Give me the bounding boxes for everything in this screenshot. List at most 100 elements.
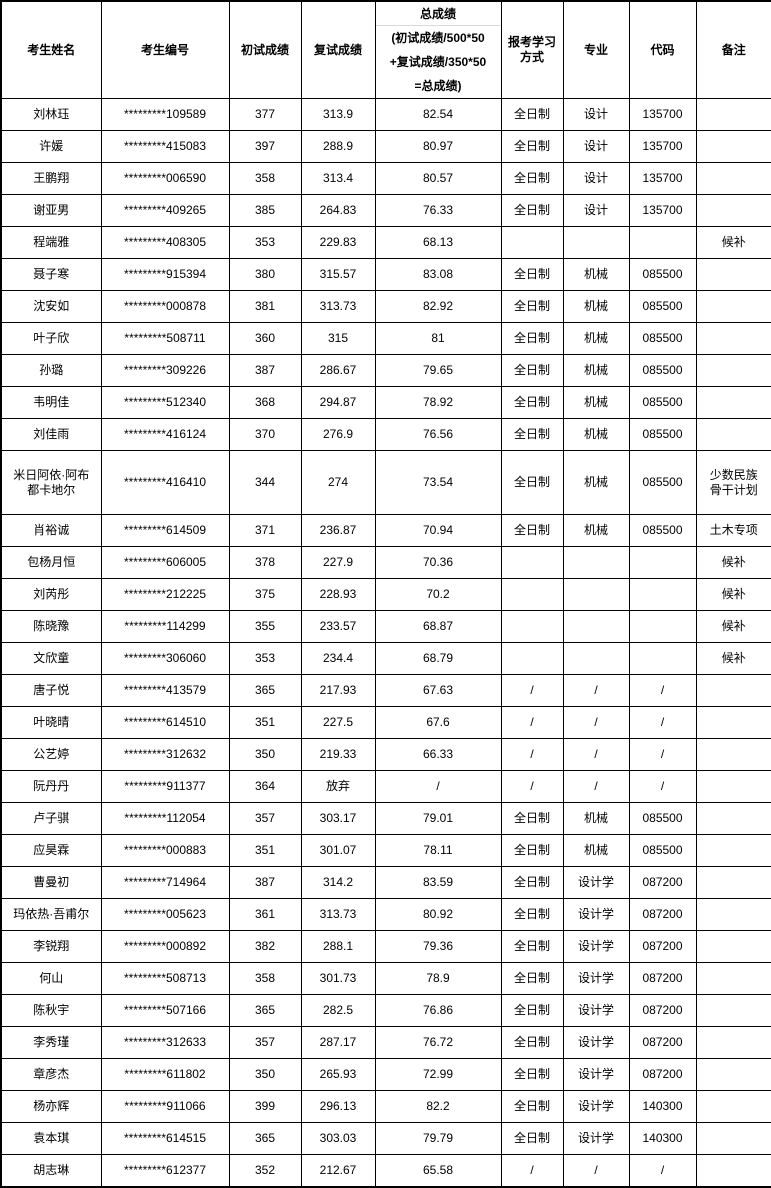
- candidate-name-cell: 袁本琪: [0, 1122, 102, 1155]
- major-code-cell: [628, 642, 697, 675]
- table-row: 叶晓晴 *********614510 351 227.5 67.6// /: [0, 706, 771, 739]
- total-score-cell: 76.86: [374, 994, 502, 1027]
- retest-score-cell: 265.93: [300, 1058, 376, 1091]
- initial-score-cell: 365: [228, 994, 302, 1027]
- initial-score-cell: 357: [228, 802, 302, 835]
- candidate-id-cell: *********614510: [100, 706, 230, 739]
- candidate-id-cell: *********309226: [100, 354, 230, 387]
- remark-cell: [695, 674, 771, 707]
- total-score-cell: 73.54: [374, 450, 502, 515]
- study-mode-cell: [500, 546, 564, 579]
- study-mode-cell: 全日制: [500, 162, 564, 195]
- study-mode-cell: 全日制: [500, 1026, 564, 1059]
- study-mode-cell: 全日制: [500, 130, 564, 163]
- initial-score-cell: 381: [228, 290, 302, 323]
- total-score-cell: 82.2: [374, 1090, 502, 1123]
- study-mode-cell: 全日制: [500, 1090, 564, 1123]
- remark-cell: [695, 930, 771, 963]
- candidate-name-cell: 玛依热·吾甫尔: [0, 898, 102, 931]
- major-cell: [562, 610, 630, 643]
- major-code-cell: 085500: [628, 290, 697, 323]
- major-code-cell: 087200: [628, 1026, 697, 1059]
- table-row: 何山 *********508713 358 301.73 78.9 全日制 设计学 0872…: [0, 962, 771, 995]
- initial-score-cell: 364: [228, 770, 302, 803]
- header-candidate-id: 考生编号: [100, 0, 230, 99]
- major-cell: 机械: [562, 802, 630, 835]
- candidate-name-cell: 叶子欣: [0, 322, 102, 355]
- candidate-name-cell: 许媛: [0, 130, 102, 163]
- major-cell: 机械: [562, 354, 630, 387]
- candidate-name-cell: 韦明佳: [0, 386, 102, 419]
- initial-score-cell: 344: [228, 450, 302, 515]
- table-row: 唐子悦 *********413579 365 217.93 67.63// /: [0, 674, 771, 707]
- table-row: 王鹏翔 *********006590 358 313.4 80.57 全日制 设计 1357…: [0, 162, 771, 195]
- study-mode-cell: [500, 226, 564, 259]
- header-retest-score: 复试成绩: [300, 0, 376, 99]
- table-row: 公艺婷 *********312632 350 219.33 66.33// /: [0, 738, 771, 771]
- retest-score-cell: 301.07: [300, 834, 376, 867]
- retest-score-cell: 313.73: [300, 898, 376, 931]
- major-code-cell: 085500: [628, 834, 697, 867]
- total-score-cell: 82.54: [374, 98, 502, 131]
- candidate-name-cell: 程端雅: [0, 226, 102, 259]
- study-mode-cell: 全日制: [500, 1058, 564, 1091]
- candidate-name-cell: 卢子骐: [0, 802, 102, 835]
- candidate-id-cell: *********109589: [100, 98, 230, 131]
- total-score-cell: 76.56: [374, 418, 502, 451]
- candidate-id-cell: *********416410: [100, 450, 230, 515]
- major-cell: 机械: [562, 418, 630, 451]
- total-score-cell: 67.63: [374, 674, 502, 707]
- major-code-cell: 087200: [628, 866, 697, 899]
- total-score-cell: 78.11: [374, 834, 502, 867]
- candidate-name-cell: 阮丹丹: [0, 770, 102, 803]
- retest-score-cell: 233.57: [300, 610, 376, 643]
- initial-score-cell: 361: [228, 898, 302, 931]
- major-code-cell: /: [628, 706, 697, 739]
- remark-cell: [695, 962, 771, 995]
- candidate-name-cell: 包杨月恒: [0, 546, 102, 579]
- initial-score-cell: 365: [228, 1122, 302, 1155]
- table-row: 刘芮彤 *********212225 375 228.93 70.2 候补: [0, 578, 771, 611]
- candidate-id-cell: *********413579: [100, 674, 230, 707]
- candidate-id-cell: *********000892: [100, 930, 230, 963]
- candidate-id-cell: *********614509: [100, 514, 230, 547]
- remark-cell: 候补: [695, 610, 771, 643]
- initial-score-cell: 378: [228, 546, 302, 579]
- major-code-cell: 085500: [628, 802, 697, 835]
- study-mode-cell: 全日制: [500, 322, 564, 355]
- remark-cell: [695, 770, 771, 803]
- major-code-cell: 135700: [628, 130, 697, 163]
- candidate-name-cell: 陈晓豫: [0, 610, 102, 643]
- candidate-name-cell: 应昊霖: [0, 834, 102, 867]
- retest-score-cell: 303.03: [300, 1122, 376, 1155]
- initial-score-cell: 353: [228, 226, 302, 259]
- candidate-id-cell: *********507166: [100, 994, 230, 1027]
- table-row: 应昊霖 *********000883 351 301.07 78.11 全日制 机械 085…: [0, 834, 771, 867]
- major-cell: 设计: [562, 98, 630, 131]
- major-code-cell: 087200: [628, 930, 697, 963]
- total-score-cell: 68.79: [374, 642, 502, 675]
- major-cell: [562, 642, 630, 675]
- initial-score-cell: 387: [228, 866, 302, 899]
- table-row: 文欣童 *********306060 353 234.4 68.79 候补: [0, 642, 771, 675]
- remark-cell: 候补: [695, 578, 771, 611]
- candidate-name-cell: 公艺婷: [0, 738, 102, 771]
- table-header: 考生姓名 考生编号 初试成绩 复试成绩 总成绩 (初试成绩/500*50 +复试…: [0, 0, 771, 99]
- study-mode-cell: 全日制: [500, 866, 564, 899]
- header-major-code: 代码: [628, 0, 697, 99]
- total-score-cell: 83.08: [374, 258, 502, 291]
- candidate-name-cell: 沈安如: [0, 290, 102, 323]
- remark-cell: 候补: [695, 642, 771, 675]
- candidate-name-cell: 孙璐: [0, 354, 102, 387]
- retest-score-cell: 286.67: [300, 354, 376, 387]
- remark-cell: [695, 1058, 771, 1091]
- retest-score-cell: 264.83: [300, 194, 376, 227]
- header-total-score: 总成绩 (初试成绩/500*50 +复试成绩/350*50 =总成绩): [374, 0, 502, 99]
- major-code-cell: [628, 546, 697, 579]
- remark-cell: [695, 354, 771, 387]
- major-code-cell: 087200: [628, 994, 697, 1027]
- major-cell: 设计: [562, 130, 630, 163]
- retest-score-cell: 282.5: [300, 994, 376, 1027]
- candidate-id-cell: *********112054: [100, 802, 230, 835]
- total-score-cell: 83.59: [374, 866, 502, 899]
